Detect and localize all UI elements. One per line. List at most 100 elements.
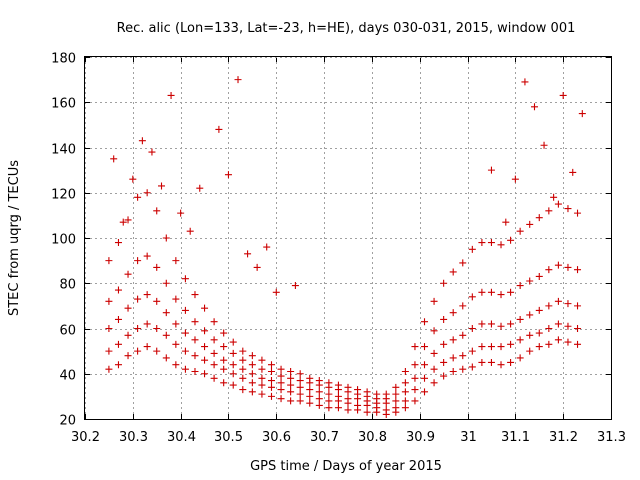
data-point	[181, 306, 189, 314]
data-point	[267, 361, 275, 369]
data-point	[210, 336, 218, 344]
data-point	[105, 365, 113, 373]
data-point	[478, 288, 486, 296]
data-point	[449, 309, 457, 317]
data-point	[574, 209, 582, 217]
data-point	[578, 110, 586, 118]
data-point	[196, 184, 204, 192]
data-point	[497, 291, 505, 299]
data-point	[287, 388, 295, 396]
data-point	[334, 404, 342, 412]
data-point	[440, 315, 448, 323]
data-point	[186, 227, 194, 235]
data-point	[554, 200, 562, 208]
data-point	[344, 383, 352, 391]
data-point	[559, 91, 567, 99]
data-point	[507, 320, 515, 328]
data-point	[134, 295, 142, 303]
data-point	[392, 404, 400, 412]
data-point	[325, 397, 333, 405]
data-point	[148, 148, 156, 156]
data-point	[105, 325, 113, 332]
data-point	[545, 340, 553, 348]
data-point	[554, 320, 562, 328]
data-point	[143, 320, 151, 328]
data-point	[248, 370, 256, 378]
data-point	[487, 320, 495, 328]
data-point	[325, 379, 333, 387]
data-point	[449, 336, 457, 344]
data-point	[138, 137, 146, 145]
data-point	[143, 343, 151, 351]
data-point	[172, 257, 180, 265]
data-point	[248, 352, 256, 360]
data-point	[535, 272, 543, 280]
data-point	[478, 239, 486, 247]
data-point	[478, 358, 486, 366]
data-point	[239, 386, 247, 394]
data-point	[119, 218, 127, 226]
data-point	[516, 336, 524, 344]
data-point	[334, 392, 342, 400]
x-tick-label: 30.5	[214, 430, 243, 445]
data-point	[535, 343, 543, 351]
data-point	[296, 390, 304, 398]
data-point	[468, 245, 476, 253]
data-point	[248, 361, 256, 369]
data-point	[449, 268, 457, 276]
data-point	[507, 236, 515, 244]
data-point	[550, 193, 558, 201]
data-point	[143, 291, 151, 299]
data-point	[201, 304, 209, 312]
data-point	[306, 386, 314, 394]
data-point	[143, 252, 151, 260]
data-point	[191, 367, 199, 375]
data-point	[363, 388, 371, 396]
data-point	[564, 205, 572, 213]
data-point	[224, 171, 232, 179]
data-point	[124, 216, 132, 224]
data-point	[253, 263, 261, 271]
data-point	[114, 361, 122, 369]
data-point	[181, 347, 189, 355]
data-point	[124, 331, 132, 339]
data-point	[172, 361, 180, 369]
data-point	[511, 175, 519, 183]
data-point	[287, 374, 295, 382]
data-point	[191, 318, 199, 326]
data-point	[574, 266, 582, 274]
data-point	[497, 361, 505, 369]
data-point	[114, 239, 122, 247]
data-point	[440, 372, 448, 380]
data-point	[535, 329, 543, 337]
data-point	[105, 347, 113, 355]
data-point	[181, 329, 189, 337]
data-point	[177, 209, 185, 217]
data-point	[468, 347, 476, 355]
data-point	[459, 352, 467, 360]
data-point	[172, 295, 180, 303]
data-point	[574, 325, 582, 332]
data-point	[220, 379, 228, 387]
data-point	[497, 322, 505, 330]
data-point	[507, 288, 515, 296]
data-point	[569, 168, 577, 176]
data-point	[258, 374, 266, 382]
data-point	[162, 309, 170, 317]
data-point	[229, 381, 237, 389]
y-axis-label: STEC from uqrg / TECUs	[7, 160, 22, 316]
data-point	[440, 358, 448, 366]
data-point	[564, 322, 572, 330]
data-point	[191, 336, 199, 344]
data-point	[401, 379, 409, 387]
data-point	[440, 279, 448, 287]
data-point	[430, 327, 438, 335]
data-point	[258, 365, 266, 373]
data-point	[516, 282, 524, 290]
y-tick-label: 120	[51, 188, 76, 203]
data-point	[291, 282, 299, 290]
data-point	[526, 277, 534, 285]
data-point	[392, 383, 400, 391]
data-point	[153, 297, 161, 305]
data-point	[124, 352, 132, 360]
